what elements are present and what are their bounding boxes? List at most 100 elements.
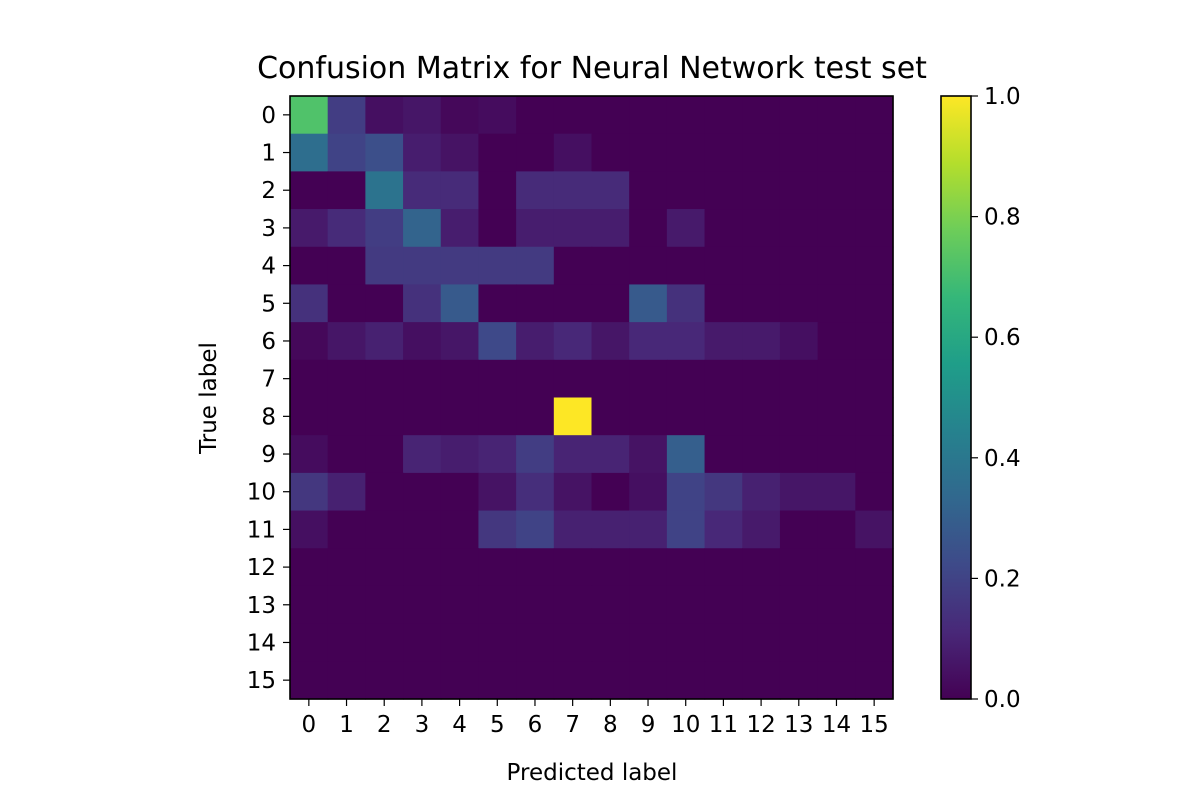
heatmap-cell-6-0 [290, 322, 329, 361]
heatmap-cell-3-13 [779, 209, 819, 248]
heatmap-cell-9-9 [629, 435, 668, 474]
heatmap-cell-1-14 [817, 133, 856, 172]
heatmap-cell-2-13 [779, 171, 819, 210]
y-tick-label: 13 [247, 593, 276, 619]
y-tick-label: 3 [261, 216, 276, 242]
heatmap-cell-4-13 [779, 246, 819, 286]
heatmap-cell-12-10 [666, 548, 706, 587]
heatmap-cell-12-15 [855, 548, 894, 587]
heatmap-cell-7-5 [478, 359, 517, 399]
heatmap-cell-15-12 [742, 661, 781, 700]
heatmap-cell-5-12 [742, 284, 781, 323]
heatmap-cell-10-3 [403, 472, 442, 512]
heatmap-cell-14-13 [779, 623, 819, 662]
heatmap-cell-4-11 [704, 246, 743, 286]
heatmap-cell-1-2 [365, 133, 404, 172]
heatmap-cell-8-4 [440, 397, 480, 436]
x-tick-label: 3 [415, 712, 430, 738]
x-tick-label: 11 [709, 712, 738, 738]
y-tick-label: 14 [247, 630, 276, 656]
heatmap-cell-10-8 [591, 472, 630, 512]
heatmap-cell-13-4 [440, 585, 480, 625]
heatmap-cell-9-6 [516, 435, 555, 474]
heatmap-cell-10-12 [742, 472, 781, 512]
colorbar-ticks: 0.0 0.2 0.4 0.6 0.8 1.0 [971, 84, 1021, 713]
heatmap-cell-7-13 [779, 359, 819, 399]
heatmap-cell-8-14 [817, 397, 856, 436]
heatmap-cell-5-7 [553, 284, 593, 323]
heatmap-cell-6-14 [817, 322, 856, 361]
y-tick-label: 9 [261, 442, 276, 468]
heatmap-cell-15-11 [704, 661, 743, 700]
heatmap-cell-12-4 [440, 548, 480, 587]
heatmap-cell-15-7 [553, 661, 593, 700]
heatmap-cell-8-2 [365, 397, 404, 436]
heatmap-cell-13-11 [704, 585, 743, 625]
heatmap-cell-3-2 [365, 209, 404, 248]
heatmap-cell-6-11 [704, 322, 743, 361]
heatmap-cell-10-13 [779, 472, 819, 512]
heatmap-cell-12-3 [403, 548, 442, 587]
heatmap-cell-14-2 [365, 623, 404, 662]
heatmap-cell-8-3 [403, 397, 442, 436]
x-tick-label: 2 [377, 712, 392, 738]
heatmap-cell-5-8 [591, 284, 630, 323]
heatmap-cell-11-1 [327, 510, 366, 549]
heatmap-cell-2-11 [704, 171, 743, 210]
colorbar-tick-label: 0.8 [984, 205, 1021, 231]
heatmap-cell-6-10 [666, 322, 706, 361]
heatmap-cell-5-15 [855, 284, 894, 323]
heatmap-cell-13-14 [817, 585, 856, 625]
heatmap-cell-0-3 [403, 96, 442, 135]
heatmap-cell-10-0 [290, 472, 329, 512]
heatmap-cell-7-8 [591, 359, 630, 399]
heatmap-cell-5-11 [704, 284, 743, 323]
heatmap-cell-6-4 [440, 322, 480, 361]
y-tick-label: 10 [247, 480, 276, 506]
heatmap-cell-11-5 [478, 510, 517, 549]
heatmap-cell-4-8 [591, 246, 630, 286]
heatmap-cell-12-7 [553, 548, 593, 587]
y-tick-label: 5 [261, 291, 276, 317]
heatmap-cell-5-5 [478, 284, 517, 323]
heatmap-cell-11-9 [629, 510, 668, 549]
heatmap-cell-11-11 [704, 510, 743, 549]
heatmap-cell-10-15 [855, 472, 894, 512]
x-tick-label: 9 [641, 712, 656, 738]
heatmap-cell-13-9 [629, 585, 668, 625]
heatmap-cell-4-14 [817, 246, 856, 286]
heatmap-cell-3-10 [666, 209, 706, 248]
heatmap-cell-3-11 [704, 209, 743, 248]
heatmap-cell-12-12 [742, 548, 781, 587]
colorbar-tick-label: 1.0 [984, 84, 1021, 110]
heatmap-cell-8-13 [779, 397, 819, 436]
heatmap-cell-0-8 [591, 96, 630, 135]
heatmap-cell-14-14 [817, 623, 856, 662]
heatmap-cell-3-5 [478, 209, 517, 248]
heatmap-cell-2-3 [403, 171, 442, 210]
heatmap-cell-11-0 [290, 510, 329, 549]
heatmap-cell-13-8 [591, 585, 630, 625]
colorbar-tick-label: 0.4 [984, 446, 1021, 472]
heatmap-cell-5-0 [290, 284, 329, 323]
heatmap-cell-1-9 [629, 133, 668, 172]
heatmap-cell-1-1 [327, 133, 366, 172]
heatmap-cell-13-7 [553, 585, 593, 625]
heatmap-cell-6-12 [742, 322, 781, 361]
heatmap-cell-5-13 [779, 284, 819, 323]
x-tick-label: 4 [452, 712, 467, 738]
heatmap-cell-1-13 [779, 133, 819, 172]
heatmap-cell-9-10 [666, 435, 706, 474]
heatmap-cell-6-6 [516, 322, 555, 361]
heatmap-cell-13-5 [478, 585, 517, 625]
heatmap-cell-13-6 [516, 585, 555, 625]
heatmap-cell-11-2 [365, 510, 404, 549]
heatmap-cell-2-10 [666, 171, 706, 210]
heatmap-cell-4-1 [327, 246, 366, 286]
heatmap-cell-7-7 [553, 359, 593, 399]
heatmap-cell-14-0 [290, 623, 329, 662]
heatmap-cell-8-6 [516, 397, 555, 436]
heatmap-cell-12-2 [365, 548, 404, 587]
heatmap-cell-5-3 [403, 284, 442, 323]
heatmap-cell-2-4 [440, 171, 480, 210]
